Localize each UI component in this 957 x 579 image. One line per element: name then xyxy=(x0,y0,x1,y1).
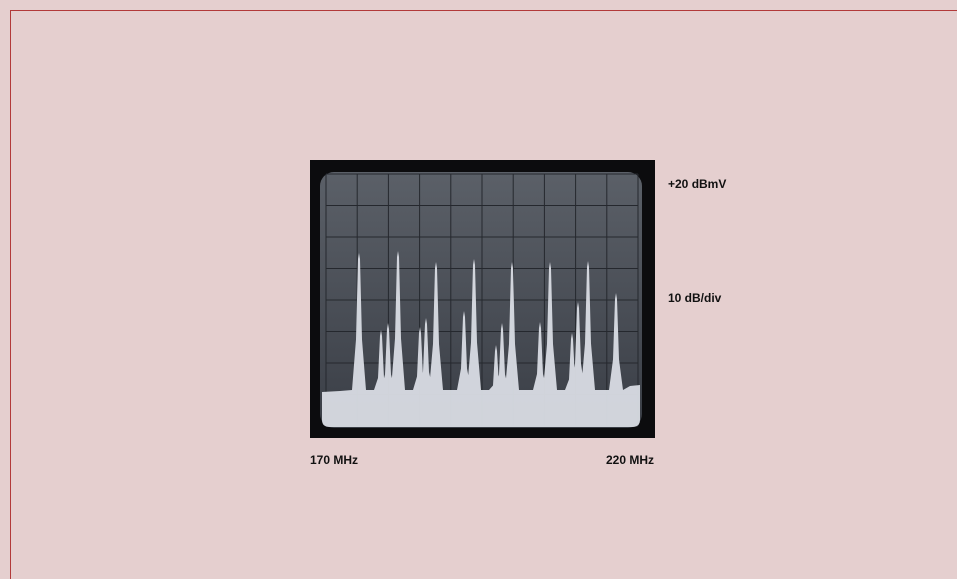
page-border xyxy=(10,10,957,579)
end-frequency: 220 MHz xyxy=(605,453,654,467)
reference-level: +20 dBmV xyxy=(668,177,727,191)
vertical-scale: 10 dB/div xyxy=(668,291,722,305)
spectrum-trace xyxy=(322,251,640,427)
start-frequency: 170 MHz xyxy=(310,453,359,467)
